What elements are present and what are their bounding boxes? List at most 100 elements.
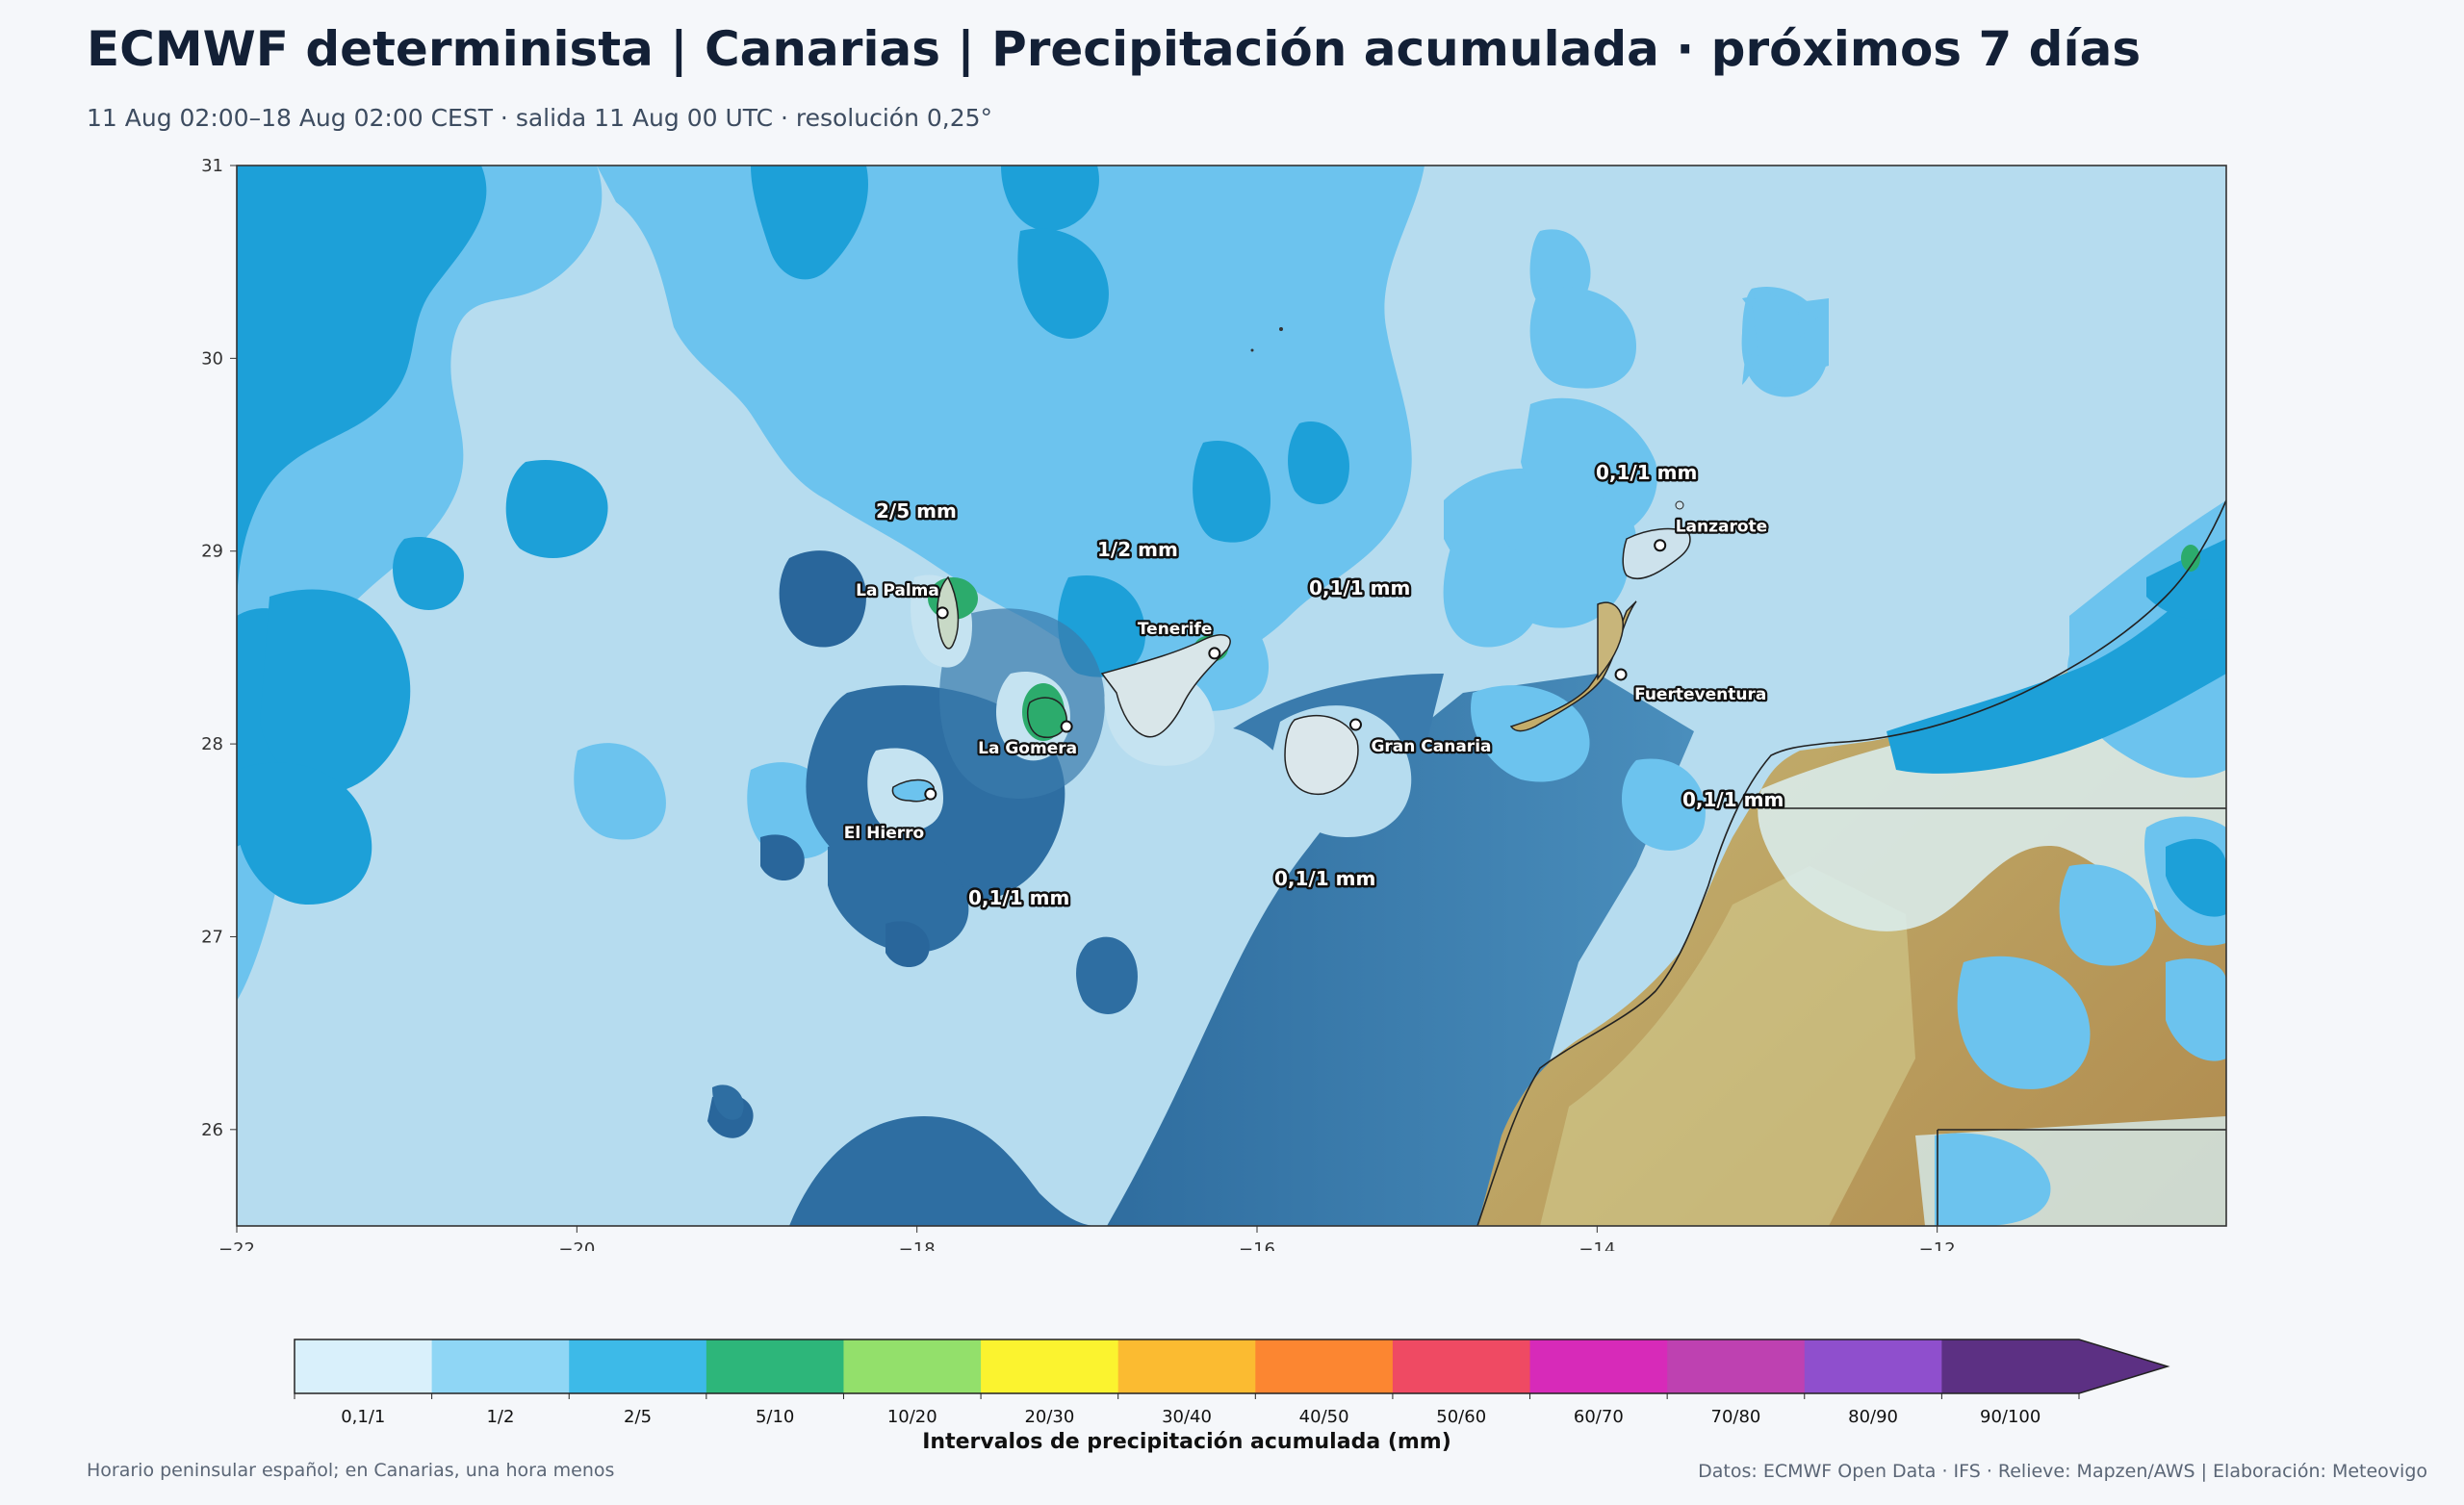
precip-2-5-right-far	[2166, 838, 2226, 917]
x-tick-label: −14	[1578, 1239, 1615, 1251]
colorbar-label: 60/70	[1574, 1407, 1624, 1427]
precip-1-2-north	[597, 166, 1424, 674]
precip-5-10-ne-africa	[2181, 545, 2200, 572]
precip-2-5-east-coast	[1886, 558, 2226, 774]
island-marker[interactable]	[936, 606, 949, 620]
colorbar-swatch	[1529, 1339, 1668, 1393]
precip-1-2-lower-e2	[2059, 864, 2156, 966]
island-marker[interactable]	[1654, 539, 1667, 552]
island-fuerteventura-2	[1597, 601, 1624, 681]
colorbar-extend-arrow	[2079, 1339, 2168, 1393]
colorbar-label: 10/20	[887, 1407, 937, 1427]
colorbar-swatch	[981, 1339, 1119, 1393]
colorbar-swatch	[843, 1339, 982, 1393]
island-label: La Gomera	[978, 739, 1077, 758]
x-tick-label: −18	[899, 1239, 936, 1251]
precip-1-2-sw2	[574, 743, 666, 840]
islet-north-2	[1250, 348, 1254, 352]
colorbar-swatch	[431, 1339, 570, 1393]
precip-2-5-mid2	[1288, 421, 1349, 504]
precip-1-2-right-e	[2166, 958, 2226, 1061]
y-tick-label: 26	[201, 1120, 223, 1140]
precip-deep-ring-west	[779, 550, 866, 648]
island-marker[interactable]	[1614, 668, 1628, 681]
precip-2-5-west	[237, 166, 487, 616]
area-label: 1/2 mm	[1097, 538, 1178, 561]
island-label: Lanzarote	[1676, 518, 1768, 537]
island-markers: La Palma Tenerife La Gomera El Hierro Gran C…	[842, 515, 1770, 845]
island-graciosa	[1675, 500, 1684, 510]
colorbar-frame	[294, 1339, 2170, 1394]
island-gran-canaria	[1284, 714, 1359, 795]
colorbar: 0,1/1 1/2 2/5 5/10 10/20 20/30 30/40 40/50 50/60…	[294, 1339, 2170, 1427]
precip-2-5-north	[751, 166, 868, 280]
area-label: 0,1/1 mm	[1274, 867, 1375, 890]
precip-2-5-west4	[393, 537, 464, 610]
x-tick-label: −20	[558, 1239, 595, 1251]
y-tick-label: 31	[201, 156, 223, 176]
precip-2-5-north3	[1017, 228, 1109, 339]
colorbar-swatch	[706, 1339, 844, 1393]
footer-note: Horario peninsular español; en Canarias,…	[87, 1460, 615, 1481]
precip-1-2-lower-e	[1957, 956, 2091, 1089]
colorbar-label: 90/100	[1980, 1407, 2040, 1427]
island-label: La Palma	[856, 581, 939, 600]
y-tick-label: 29	[201, 542, 223, 562]
colorbar-label: 2/5	[624, 1407, 652, 1427]
area-label: 0,1/1 mm	[968, 886, 1069, 909]
colorbar-label: 30/40	[1162, 1407, 1212, 1427]
island-marker[interactable]	[924, 787, 937, 801]
precip-deep-mid	[1076, 936, 1138, 1014]
area-label: 0,1/1 mm	[1596, 461, 1697, 484]
precip-2-5-west5	[260, 589, 411, 791]
page-subtitle: 11 Aug 02:00–18 Aug 02:00 CEST · salida …	[87, 104, 993, 132]
x-tick-label: −16	[1239, 1239, 1275, 1251]
precip-2-5-north2	[1001, 166, 1099, 231]
y-tick-label: 27	[201, 927, 223, 947]
colorbar-label: 5/10	[756, 1407, 794, 1427]
precip-2-5-west3	[505, 460, 608, 558]
precip-deep-ring-s3	[760, 834, 805, 880]
colorbar-swatch	[295, 1339, 433, 1393]
colorbar-label: 20/30	[1024, 1407, 1074, 1427]
map-frame	[236, 165, 2227, 1227]
x-axis-ticks: −22 −20 −18 −16 −14 −12	[218, 1226, 1956, 1251]
precip-deep-ring-s	[828, 839, 969, 953]
x-tick-label: −12	[1919, 1239, 1956, 1251]
island-gomera	[1027, 697, 1067, 738]
island-marker[interactable]	[1348, 718, 1362, 731]
colorbar-swatch	[1941, 1339, 2080, 1393]
island-label: Gran Canaria	[1371, 737, 1491, 756]
map-panel[interactable]: −22 −20 −18 −16 −14 −12 31 30 29 28 27 26 La Palma…	[0, 0, 2464, 1251]
island-fuerteventura	[1509, 600, 1637, 732]
precip-2-5-west6	[237, 762, 372, 905]
precip-1-2-lower-right	[1935, 1133, 2051, 1226]
island-marker[interactable]	[1208, 647, 1221, 660]
precip-1-2-lanz-oval	[1537, 493, 1636, 572]
colorbar-swatch	[569, 1339, 707, 1393]
precip-deep-south	[789, 1116, 1097, 1226]
area-label: 0,1/1 mm	[1309, 576, 1410, 599]
x-tick-label: −22	[218, 1239, 255, 1251]
colorbar-swatch	[1117, 1339, 1256, 1393]
colorbar-label: 80/90	[1848, 1407, 1898, 1427]
precipitation-map[interactable]: −22 −20 −18 −16 −14 −12 31 30 29 28 27 26 La Palma…	[0, 0, 2464, 1251]
colorbar-swatch	[1392, 1339, 1531, 1393]
precip-2-5-east-coast2	[2146, 539, 2226, 620]
island-label: Fuerteventura	[1634, 685, 1766, 704]
africa-coastline	[1476, 499, 2226, 1226]
page-title: ECMWF determinista | Canarias | Precipit…	[87, 21, 2142, 77]
area-labels: 2/5 mm 1/2 mm 0,1/1 mm 0,1/1 mm 0,1/1 mm…	[874, 459, 1786, 912]
colorbar-label: 50/60	[1436, 1407, 1486, 1427]
island-lanzarote	[1622, 527, 1691, 579]
colorbar-swatch	[1804, 1339, 1942, 1393]
y-tick-label: 30	[201, 348, 223, 369]
island-marker[interactable]	[1060, 720, 1073, 733]
colorbar-label: 0,1/1	[341, 1407, 385, 1427]
area-label: 2/5 mm	[876, 499, 957, 523]
island-label: Tenerife	[1138, 620, 1213, 639]
colorbar-swatch	[1255, 1339, 1394, 1393]
precip-deep-bot	[712, 1084, 744, 1120]
precip-deep-ring-s2	[886, 921, 930, 967]
colorbar-title: Intervalos de precipitación acumulada (m…	[922, 1430, 1451, 1454]
